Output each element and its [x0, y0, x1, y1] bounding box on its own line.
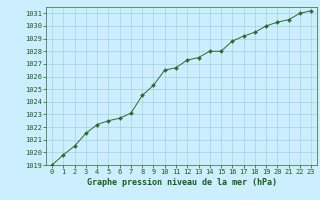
X-axis label: Graphe pression niveau de la mer (hPa): Graphe pression niveau de la mer (hPa)	[87, 178, 276, 187]
